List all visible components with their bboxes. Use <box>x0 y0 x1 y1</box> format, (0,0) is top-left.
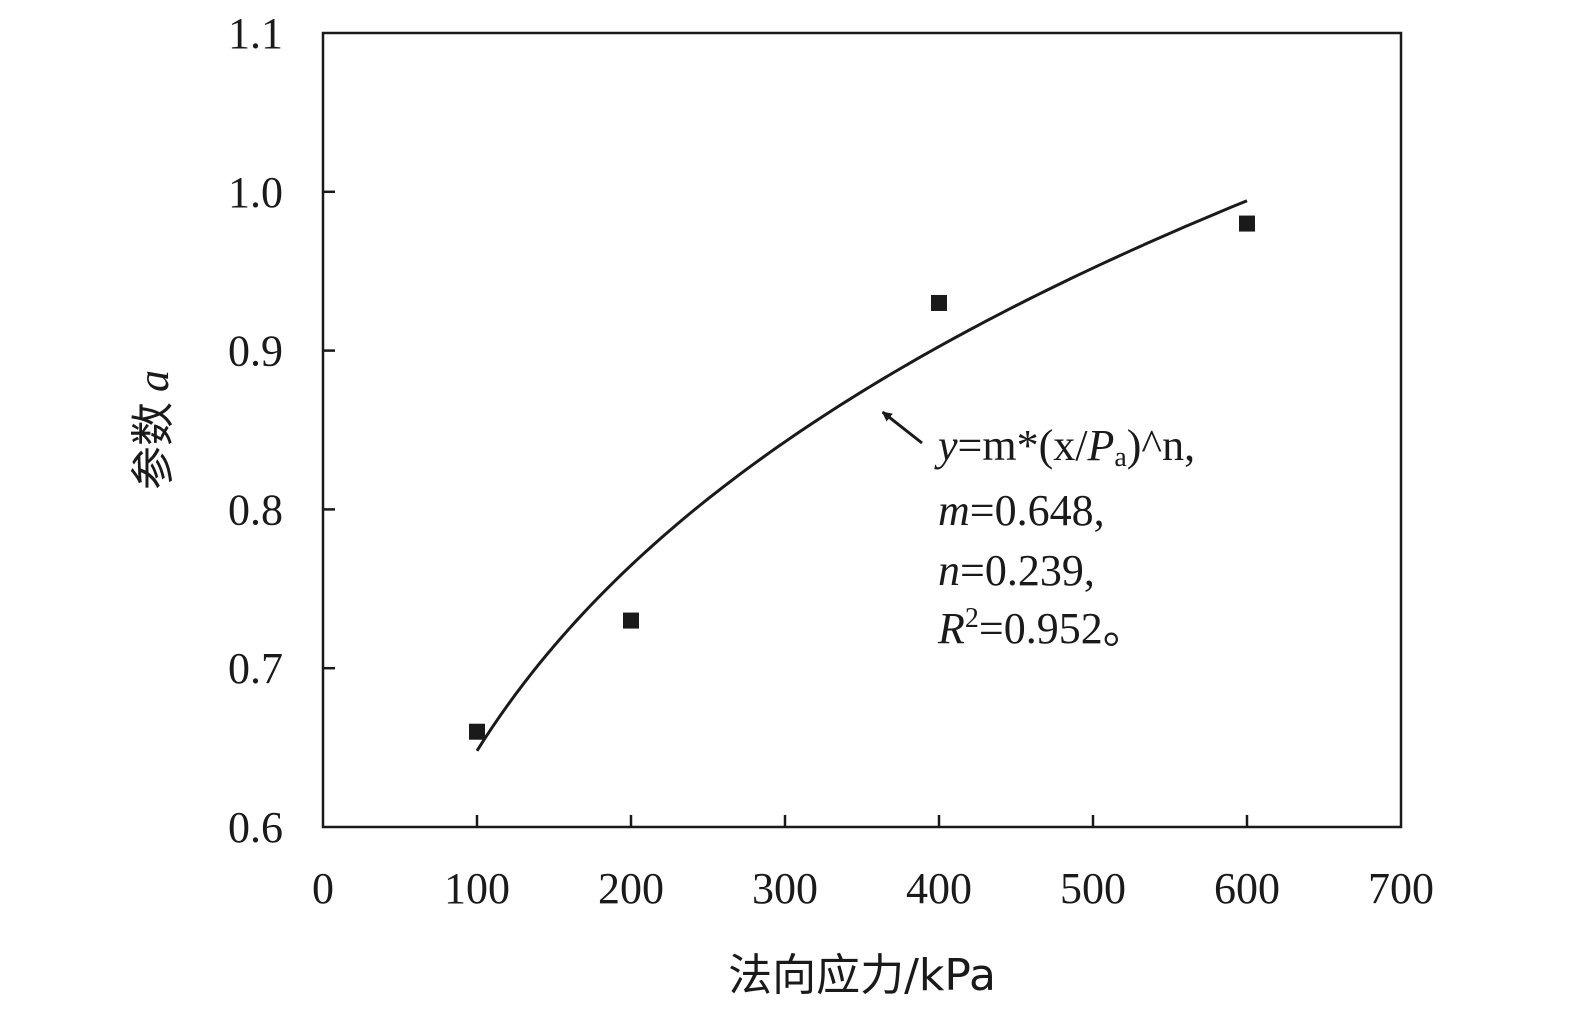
y-tick-label: 0.9 <box>228 327 283 376</box>
annotation-n: n=0.239, <box>938 546 1095 595</box>
y-tick-label: 0.7 <box>228 644 283 693</box>
y-tick-label: 1.0 <box>228 168 283 217</box>
x-tick-label: 0 <box>312 864 334 913</box>
x-tick-label: 100 <box>444 864 510 913</box>
y-tick-label: 0.6 <box>228 803 283 852</box>
y-tick-label: 1.1 <box>228 9 283 58</box>
x-tick-label: 700 <box>1368 864 1434 913</box>
fit-annotation: y=m*(x/Pa)^n, m=0.648, n=0.239, R2=0.952… <box>934 421 1195 653</box>
y-axis-title: 参数a <box>128 370 179 490</box>
plot-area-frame <box>321 31 1403 829</box>
data-points <box>469 215 1255 740</box>
data-point <box>931 294 947 311</box>
x-axis: 0 100 200 300 400 500 600 700 <box>312 815 1434 913</box>
fit-curve <box>475 199 1248 752</box>
annotation-r2: R2=0.952。 <box>937 603 1147 653</box>
annotation-arrow <box>881 410 923 445</box>
x-axis-title: 法向应力/kPa <box>728 950 996 1001</box>
annotation-equation: y=m*(x/Pa)^n, <box>934 421 1195 473</box>
y-tick-label: 0.8 <box>228 485 283 534</box>
y-axis: 0.6 0.7 0.8 0.9 1.0 1.1 <box>228 9 335 852</box>
data-point <box>469 723 485 740</box>
x-tick-label: 200 <box>598 864 664 913</box>
data-point <box>1239 215 1255 232</box>
x-tick-label: 500 <box>1060 864 1126 913</box>
data-point <box>623 612 639 629</box>
x-tick-label: 600 <box>1214 864 1280 913</box>
x-tick-label: 300 <box>752 864 818 913</box>
annotation-m: m=0.648, <box>938 486 1105 535</box>
x-tick-label: 400 <box>906 864 972 913</box>
